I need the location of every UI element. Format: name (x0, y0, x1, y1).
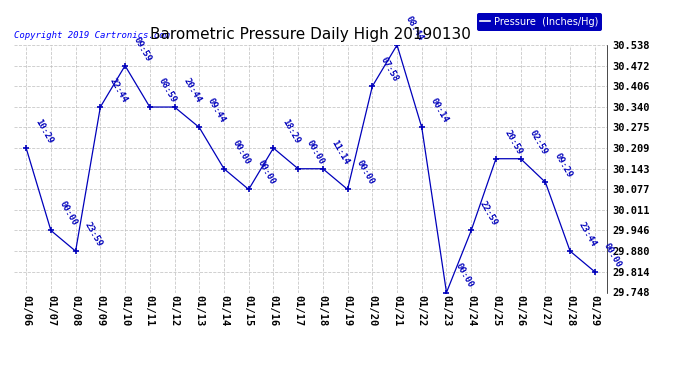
Text: 18:29: 18:29 (280, 117, 302, 145)
Text: 22:44: 22:44 (107, 76, 128, 104)
Text: 00:14: 00:14 (428, 97, 450, 124)
Text: 20:44: 20:44 (181, 76, 203, 104)
Text: 00:00: 00:00 (453, 262, 475, 290)
Text: 00:00: 00:00 (355, 159, 376, 187)
Text: 00:00: 00:00 (602, 241, 623, 269)
Text: 09:44: 09:44 (206, 97, 228, 124)
Title: Barometric Pressure Daily High 20190130: Barometric Pressure Daily High 20190130 (150, 27, 471, 42)
Text: 09:29: 09:29 (552, 152, 573, 180)
Text: 22:59: 22:59 (478, 200, 500, 228)
Text: 08:59: 08:59 (157, 76, 178, 104)
Text: 07:58: 07:58 (380, 56, 400, 84)
Text: 00:00: 00:00 (231, 138, 252, 166)
Text: Copyright 2019 Cartronics.com: Copyright 2019 Cartronics.com (14, 31, 170, 40)
Text: 23:44: 23:44 (577, 220, 598, 248)
Text: 02:59: 02:59 (528, 128, 549, 156)
Text: 09:59: 09:59 (132, 35, 153, 63)
Text: 00:00: 00:00 (255, 159, 277, 187)
Text: 10:29: 10:29 (33, 117, 55, 145)
Legend: Pressure  (Inches/Hg): Pressure (Inches/Hg) (477, 13, 602, 30)
Text: 23:59: 23:59 (83, 220, 104, 248)
Text: 00:00: 00:00 (305, 138, 326, 166)
Text: 11:14: 11:14 (330, 138, 351, 166)
Text: 20:59: 20:59 (503, 128, 524, 156)
Text: 08:44: 08:44 (404, 15, 425, 42)
Text: 00:00: 00:00 (58, 200, 79, 228)
